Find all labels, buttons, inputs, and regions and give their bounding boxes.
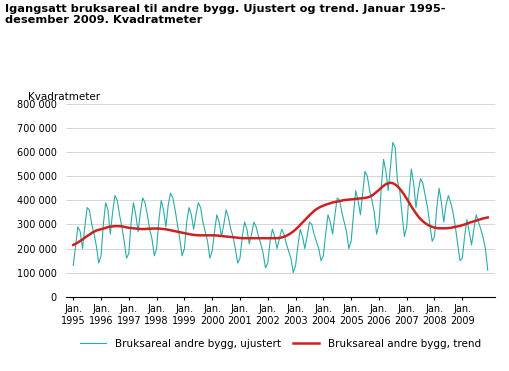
Bruksareal andre bygg, ujustert [70,263,76,268]
Bruksareal andre bygg, ujustert [227,227,233,232]
Bruksareal andre bygg, trend [227,235,233,239]
Bruksareal andre bygg, ujustert [389,140,395,145]
Bruksareal andre bygg, ujustert [484,268,490,272]
Bruksareal andre bygg, trend [484,215,490,220]
Line: Bruksareal andre bygg, trend: Bruksareal andre bygg, trend [73,183,487,245]
Bruksareal andre bygg, trend [119,224,125,229]
Bruksareal andre bygg, trend [70,243,76,247]
Bruksareal andre bygg, ujustert [290,270,296,275]
Text: Igangsatt bruksareal til andre bygg. Ujustert og trend. Januar 1995-
desember 20: Igangsatt bruksareal til andre bygg. Uju… [5,4,445,25]
Bruksareal andre bygg, trend [156,226,162,231]
Bruksareal andre bygg, trend [440,226,446,230]
Line: Bruksareal andre bygg, ujustert: Bruksareal andre bygg, ujustert [73,142,487,273]
Bruksareal andre bygg, ujustert [156,217,162,222]
Bruksareal andre bygg, trend [472,219,478,223]
Text: Kvadratmeter: Kvadratmeter [27,92,100,102]
Bruksareal andre bygg, ujustert [442,203,448,207]
Bruksareal andre bygg, ujustert [77,229,83,234]
Bruksareal andre bygg, trend [387,181,393,185]
Bruksareal andre bygg, ujustert [119,224,125,229]
Legend: Bruksareal andre bygg, ujustert, Bruksareal andre bygg, trend: Bruksareal andre bygg, ujustert, Bruksar… [76,335,484,353]
Bruksareal andre bygg, trend [77,239,83,243]
Bruksareal andre bygg, ujustert [474,220,480,224]
